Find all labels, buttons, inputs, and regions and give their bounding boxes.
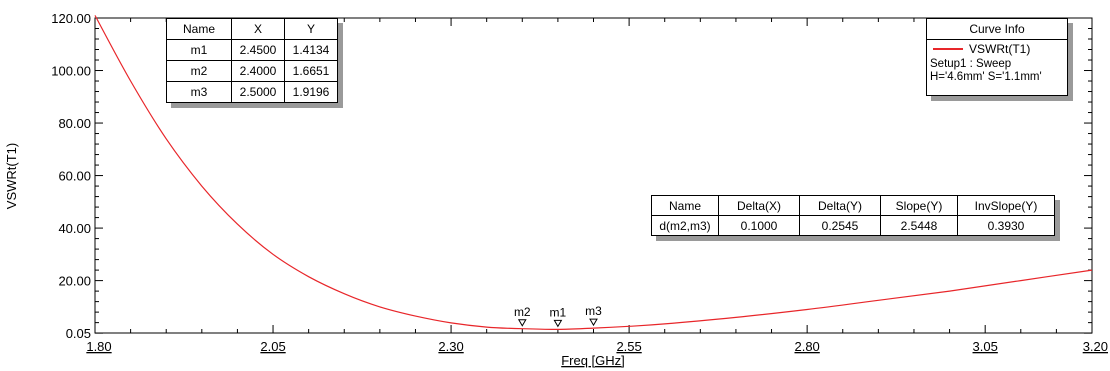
- table-row: m3 2.5000 1.9196: [166, 81, 338, 103]
- curve-info-setup: Setup1 : Sweep: [930, 58, 1012, 70]
- y-tick-label: 0.05: [66, 326, 91, 341]
- delta-marker-table: Name Delta(X) Delta(Y) Slope(Y) InvSlope…: [651, 195, 1055, 236]
- curve-info-legend: Curve Info VSWRt(T1) Setup1 : Sweep H='4…: [926, 18, 1068, 96]
- table-cell: 2.4000: [231, 60, 285, 82]
- marker-triangle-m1: [553, 319, 563, 328]
- table-row: d(m2,m3) 0.1000 0.2545 2.5448 0.3930: [651, 215, 1055, 236]
- x-tick-label: 3.05: [973, 339, 998, 354]
- y-tick-label: 100.00: [51, 64, 91, 79]
- table-row: m2 2.4000 1.6651: [166, 60, 338, 82]
- legend-line-swatch: [933, 48, 963, 50]
- x-tick-label: 2.55: [616, 339, 641, 354]
- table-cell: 2.4500: [231, 39, 285, 61]
- plot-area-frame: [94, 17, 1093, 334]
- delta-table-header-delta-y: Delta(Y): [799, 195, 881, 216]
- curve-info-title: Curve Info: [927, 19, 1067, 40]
- y-tick-label: 80.00: [58, 116, 91, 131]
- x-axis-label: Freq [GHz]: [561, 353, 625, 368]
- marker-label-m1: m1: [550, 305, 567, 319]
- table-cell: m1: [166, 39, 232, 61]
- y-tick-label: 120.00: [51, 11, 91, 26]
- y-axis-label: VSWRt(T1): [4, 143, 19, 209]
- table-cell: 2.5448: [880, 215, 958, 236]
- marker-triangle-m3: [589, 318, 598, 327]
- table-cell: 0.2545: [799, 215, 881, 236]
- y-tick-label: 40.00: [58, 221, 91, 236]
- marker-table-header-y: Y: [284, 18, 338, 40]
- y-tick-label: 60.00: [58, 169, 91, 184]
- table-cell: 1.6651: [284, 60, 338, 82]
- marker-triangle-m2: [517, 319, 527, 327]
- x-tick-label: 3.20: [1083, 339, 1108, 354]
- curve-info-params: H='4.6mm' S='1.1mm': [930, 71, 1042, 83]
- delta-table-header-delta-x: Delta(X): [718, 195, 800, 216]
- table-cell: m3: [166, 81, 232, 103]
- x-tick-label: 2.80: [794, 339, 819, 354]
- delta-table-header-slope-y: Slope(Y): [880, 195, 958, 216]
- marker-table: Name X Y m1 2.4500 1.4134 m2 2.4000 1.66…: [166, 18, 338, 103]
- table-row: m1 2.4500 1.4134: [166, 39, 338, 61]
- delta-table-header-name: Name: [651, 195, 719, 216]
- marker-label-m2: m2: [514, 305, 531, 319]
- delta-table-header-row: Name Delta(X) Delta(Y) Slope(Y) InvSlope…: [651, 195, 1055, 216]
- x-tick-label: 2.30: [438, 339, 463, 354]
- table-cell: 0.3930: [957, 215, 1055, 236]
- x-tick-label: 1.80: [86, 339, 111, 354]
- marker-table-header-row: Name X Y: [166, 18, 338, 40]
- marker-table-header-x: X: [231, 18, 285, 40]
- x-tick-label: 2.05: [260, 339, 285, 354]
- marker-table-header-name: Name: [166, 18, 232, 40]
- delta-table-header-invslope-y: InvSlope(Y): [957, 195, 1055, 216]
- marker-label-m3: m3: [585, 304, 602, 318]
- curve-info-entry: VSWRt(T1): [927, 40, 1067, 58]
- curve-info-curve-name: VSWRt(T1): [969, 42, 1031, 56]
- table-cell: 0.1000: [718, 215, 800, 236]
- y-tick-label: 20.00: [58, 274, 91, 289]
- table-cell: 2.5000: [231, 81, 285, 103]
- table-cell: m2: [166, 60, 232, 82]
- table-cell: 1.9196: [284, 81, 338, 103]
- table-cell: d(m2,m3): [651, 215, 719, 236]
- table-cell: 1.4134: [284, 39, 338, 61]
- series-line-vswrt-t1: [94, 15, 1093, 331]
